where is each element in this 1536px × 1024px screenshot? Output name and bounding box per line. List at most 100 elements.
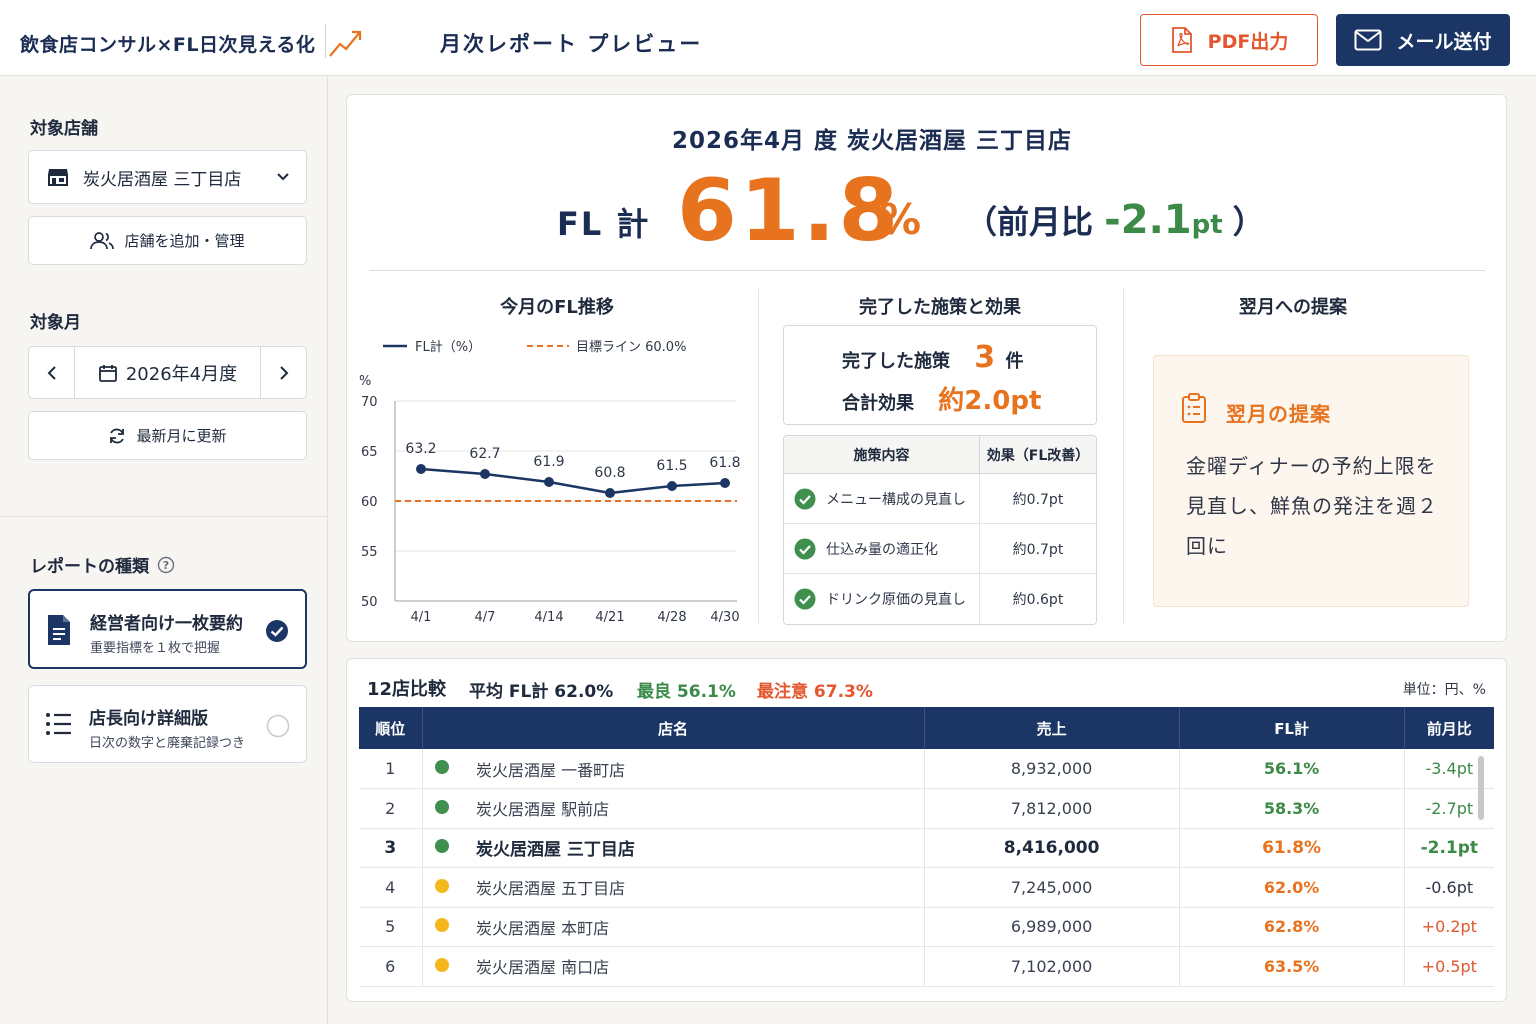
column-divider — [1123, 289, 1124, 623]
fl-data-point — [416, 464, 426, 474]
status-cell — [422, 788, 462, 829]
proposal-section-title: 翌月への提案 — [1239, 297, 1347, 318]
comparison-table: 順位 店名 売上 FL計 前月比 1 炭火居酒屋 一番町店 8,932,000 56.… — [359, 707, 1494, 987]
help-icon[interactable]: ? — [157, 556, 175, 574]
send-mail-button[interactable]: メール送付 — [1336, 14, 1510, 66]
status-dot — [435, 918, 450, 933]
report-type-manager[interactable]: 店長向け詳細版 日次の数字と廃棄記録つき — [28, 685, 307, 763]
proposal-box-title: 翌月の提案 — [1226, 402, 1331, 426]
fl-data-point — [667, 481, 677, 491]
users-icon — [90, 231, 115, 249]
page-title: 月次レポート プレビュー — [440, 32, 703, 56]
list-icon — [46, 713, 71, 735]
fl-trend-chart: FL計（%） 目標ライン 60.0% % 50 55 60 65 70 4/1 4/7 4/1… — [359, 339, 741, 625]
col-rank[interactable]: 順位 — [359, 707, 423, 749]
rank-cell: 4 — [359, 867, 423, 908]
report-type-manager-title: 店長向け詳細版 — [89, 709, 208, 729]
report-type-executive-title: 経営者向け一枚要約 — [90, 614, 243, 634]
check-circle-icon — [794, 538, 816, 559]
rank-cell: 5 — [359, 907, 423, 947]
store-manage-label: 店舗を追加・管理 — [124, 232, 245, 250]
check-circle-icon — [266, 620, 288, 642]
sales-cell: 6,989,000 — [924, 907, 1180, 947]
sidebar-divider — [0, 516, 327, 517]
fl-cell: 62.8% — [1179, 907, 1405, 947]
status-cell — [422, 828, 462, 868]
measures-done-count: 3 — [974, 340, 996, 375]
rank-cell: 3 — [359, 828, 423, 868]
next-month-button[interactable] — [260, 347, 306, 398]
col-sales[interactable]: 売上 — [924, 707, 1180, 749]
store-manage-button[interactable]: 店舗を追加・管理 — [28, 216, 307, 265]
col-store[interactable]: 店名 — [422, 707, 925, 749]
table-row[interactable]: 3 炭火居酒屋 三丁目店 8,416,000 61.8% -2.1pt — [359, 828, 1494, 868]
measure-row: メニュー構成の見直し 約0.7pt — [784, 474, 1096, 524]
legend-fl-label: FL計（%） — [415, 339, 481, 355]
trend-section-title: 今月のFL推移 — [500, 297, 614, 318]
table-row[interactable]: 2 炭火居酒屋 駅前店 7,812,000 58.3% -2.7pt — [359, 788, 1494, 829]
fl-prev-month-comparison: （前月比 -2.1pt ） — [965, 197, 1265, 243]
proposal-text: 金曜ディナーの予約上限を見直し、鮮魚の発注を週２回に — [1186, 454, 1438, 558]
report-summary-card: 2026年4月 度 炭火居酒屋 三丁目店 FL 計 61.8 % （前月比 -2… — [346, 94, 1507, 642]
rank-cell: 1 — [359, 749, 423, 789]
legend-target-label: 目標ライン 60.0% — [576, 340, 686, 355]
diff-cell: -2.1pt — [1404, 828, 1494, 868]
fl-data-point — [720, 478, 730, 488]
store-name-cell: 炭火居酒屋 三丁目店 — [462, 828, 925, 868]
store-label: 対象店舗 — [30, 119, 98, 139]
mail-icon — [1354, 29, 1382, 51]
store-name-cell: 炭火居酒屋 五丁目店 — [462, 867, 925, 908]
report-type-executive[interactable]: 経営者向け一枚要約 重要指標を１枚で把握 — [28, 589, 307, 669]
col-effect-header: 効果（FL改善） — [986, 447, 1090, 464]
pdf-export-button[interactable]: PDF出力 — [1140, 14, 1318, 66]
x-tick-label: 4/14 — [534, 610, 563, 625]
status-dot — [435, 957, 450, 972]
fl-data-label: 63.2 — [405, 441, 436, 457]
table-scrollbar[interactable] — [1478, 756, 1484, 820]
y-tick-label: 70 — [361, 395, 378, 410]
y-tick-label: 50 — [361, 595, 378, 610]
fl-total-unit: % — [879, 195, 922, 244]
fl-data-label: 61.8 — [709, 455, 740, 471]
measures-effect-row: 合計効果 約2.0pt — [842, 380, 1041, 417]
prev-month-button[interactable] — [29, 347, 75, 398]
x-tick-label: 4/30 — [710, 610, 739, 625]
app-brand: 飲食店コンサル×FL日次見える化 — [20, 34, 316, 56]
sidebar: 対象店舗 炭火居酒屋 三丁目店 店舗を追加・管理 対象月 — [0, 76, 328, 1024]
fl-kpi: FL 計 61.8 % （前月比 -2.1pt ） — [557, 161, 1337, 261]
measures-section-title: 完了した施策と効果 — [859, 297, 1021, 318]
month-picker[interactable]: 2026年4月度 — [75, 360, 260, 386]
refresh-latest-button[interactable]: 最新月に更新 — [28, 411, 307, 460]
measures-effect-label: 合計効果 — [842, 393, 914, 414]
col-content-header: 施策内容 — [784, 436, 980, 473]
chevron-right-icon — [279, 365, 288, 380]
col-fl[interactable]: FL計 — [1179, 707, 1405, 749]
table-row[interactable]: 5 炭火居酒屋 本町店 6,989,000 62.8% +0.2pt — [359, 907, 1494, 947]
comparison-title: 12店比較 — [367, 679, 447, 700]
measures-done-unit: 件 — [1005, 351, 1024, 372]
status-dot — [435, 799, 450, 814]
y-tick-label: 55 — [361, 545, 378, 560]
measures-table-header: 施策内容 効果（FL改善） — [784, 436, 1096, 474]
sales-cell: 8,932,000 — [924, 749, 1180, 789]
fl-total-value: 61.8 — [677, 161, 902, 261]
rank-cell: 6 — [359, 946, 423, 987]
store-comparison-card: 12店比較 平均 FL計 62.0% 最良 56.1% 最注意 67.3% 単位… — [346, 658, 1507, 1002]
measure-effect: 約0.6pt — [1012, 592, 1064, 608]
report-type-label: レポートの種類 — [30, 557, 149, 577]
fl-data-label: 60.8 — [594, 465, 625, 481]
store-icon — [48, 169, 68, 186]
table-row[interactable]: 1 炭火居酒屋 一番町店 8,932,000 56.1% -3.4pt — [359, 749, 1494, 789]
comparison-average: 平均 FL計 62.0% — [469, 682, 614, 702]
store-select-value: 炭火居酒屋 三丁目店 — [83, 169, 242, 190]
prev-diff-value: -2.1 — [1104, 197, 1192, 243]
store-select[interactable]: 炭火居酒屋 三丁目店 — [28, 150, 307, 204]
brand-divider — [325, 24, 326, 58]
table-row[interactable]: 6 炭火居酒屋 南口店 7,102,000 63.5% +0.5pt — [359, 946, 1494, 987]
table-row[interactable]: 4 炭火居酒屋 五丁目店 7,245,000 62.0% -0.6pt — [359, 867, 1494, 908]
col-diff[interactable]: 前月比 — [1404, 707, 1494, 749]
fl-cell: 62.0% — [1179, 867, 1405, 908]
x-tick-label: 4/1 — [411, 610, 432, 625]
measures-done-row: 完了した施策 3 件 — [842, 340, 1023, 375]
status-cell — [422, 749, 462, 789]
